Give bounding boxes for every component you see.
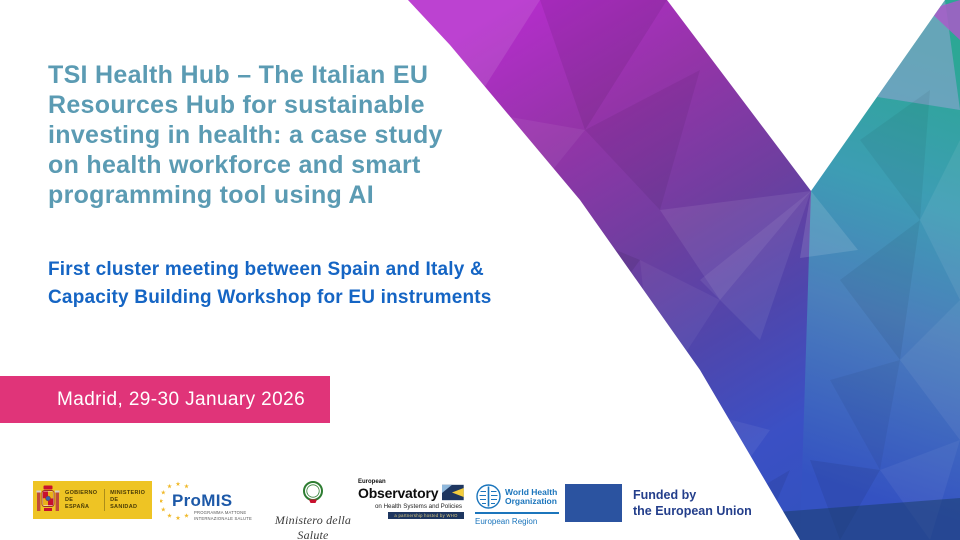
title-line-5: programming tool using AI bbox=[48, 181, 375, 209]
logo-who-european-region: World Health Organization European Regio… bbox=[475, 483, 559, 526]
logo-european-observatory: European Observatory on Health Systems a… bbox=[358, 479, 464, 529]
spain-government-label: GOBIERNO DE ESPAÑA bbox=[60, 490, 104, 511]
logo-gobierno-espana: GOBIERNO DE ESPAÑA MINISTERIO DE SANIDAD bbox=[33, 481, 152, 519]
v-right-arm bbox=[800, 0, 960, 540]
date-banner: Madrid, 29-30 January 2026 bbox=[0, 376, 330, 423]
subtitle-line-2: Capacity Building Workshop for EU instru… bbox=[48, 287, 492, 308]
slide-subtitle: First cluster meeting between Spain and … bbox=[48, 256, 568, 312]
eu-funded-line2: the European Union bbox=[633, 504, 752, 518]
spain-gov-line1: GOBIERNO bbox=[65, 489, 98, 496]
observatory-flag-icon bbox=[442, 484, 464, 501]
who-emblem-icon bbox=[476, 484, 501, 509]
who-region-label: European Region bbox=[475, 517, 538, 526]
observatory-line1: European bbox=[358, 479, 386, 485]
eu-funded-line1: Funded by bbox=[633, 488, 697, 502]
title-line-2: Resources Hub for sustainable bbox=[48, 91, 425, 119]
spain-coat-of-arms-icon bbox=[36, 485, 60, 511]
promis-subtitle: PROGRAMMA MATTONE INTERNAZIONALE SALUTE bbox=[194, 510, 252, 521]
title-line-4: on health workforce and smart bbox=[48, 151, 421, 179]
eu-flag-icon bbox=[565, 484, 622, 522]
logo-eu-funded: Funded by the European Union bbox=[565, 484, 752, 522]
observatory-partnership-bar: a partnership hosted by WHO bbox=[388, 512, 464, 519]
spain-ministry-line1: MINISTERIO bbox=[110, 489, 146, 496]
spain-logo-divider bbox=[104, 489, 106, 511]
title-line-1: TSI Health Hub – The Italian EU bbox=[48, 61, 429, 89]
observatory-wordmark: Observatory bbox=[358, 485, 439, 501]
italy-ministry-emblem-icon bbox=[303, 481, 326, 506]
promis-sub-line1: PROGRAMMA MATTONE bbox=[194, 510, 247, 515]
date-banner-text: Madrid, 29-30 January 2026 bbox=[57, 389, 306, 410]
salute-wordmark: Ministero della Salute bbox=[274, 513, 352, 540]
subtitle-line-1: First cluster meeting between Spain and … bbox=[48, 259, 484, 280]
who-line1: World Health bbox=[505, 486, 558, 497]
promis-wordmark: ProMIS bbox=[172, 491, 233, 510]
who-divider-rule bbox=[475, 512, 559, 514]
observatory-line3: on Health Systems and Policies bbox=[374, 503, 462, 510]
logo-promis: ProMIS PROGRAMMA MATTONE INTERNAZIONALE … bbox=[160, 479, 256, 527]
title-line-3: investing in health: a case study bbox=[48, 121, 443, 149]
spain-ministry-line2: DE SANIDAD bbox=[110, 496, 138, 510]
spain-ministry-label: MINISTERIO DE SANIDAD bbox=[105, 490, 152, 511]
promis-sub-line2: INTERNAZIONALE SALUTE bbox=[194, 515, 252, 521]
who-line2: Organization bbox=[505, 495, 557, 506]
slide-title: TSI Health Hub – The Italian EU Resource… bbox=[48, 60, 518, 210]
logo-ministero-salute: Ministero della Salute bbox=[258, 480, 368, 540]
spain-gov-line2: DE ESPAÑA bbox=[65, 496, 90, 510]
